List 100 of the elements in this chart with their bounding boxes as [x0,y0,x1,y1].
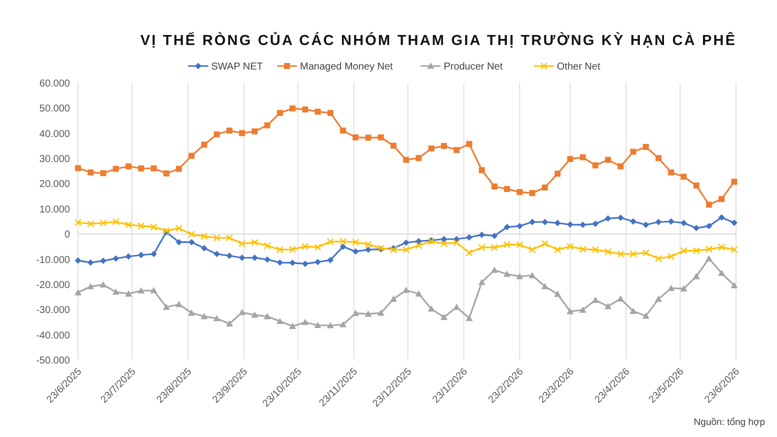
point [252,128,258,134]
point [175,224,183,232]
point [226,128,232,134]
point [314,258,321,266]
point [642,144,649,150]
point [654,254,662,262]
point [176,166,182,172]
point [617,250,624,258]
point [491,183,498,190]
y-tick-label: -40.000 [36,330,70,342]
y-tick-label: -50.000 [36,356,70,366]
point [125,253,132,260]
point [162,304,170,310]
point [352,238,360,246]
point [188,309,196,316]
point [327,110,334,116]
y-tick-label: 60.000 [39,78,70,90]
point [705,246,713,253]
point [201,142,208,148]
point [705,255,712,262]
point [226,320,233,327]
point [516,222,523,230]
point [100,170,106,176]
point [618,163,624,170]
point [654,296,662,302]
point [490,244,498,252]
point [693,182,700,188]
point [542,184,548,191]
y-tick-label: 50.000 [39,104,70,115]
point [276,259,284,266]
point [516,241,524,248]
point [592,296,599,303]
point [112,218,120,226]
point [680,285,688,292]
point [290,105,296,112]
point [680,247,688,254]
point [264,312,271,320]
point [138,252,144,258]
point [668,218,674,225]
point [150,250,157,258]
point [213,234,220,242]
point [288,246,296,254]
point [516,272,524,280]
point [642,312,650,319]
point [364,310,372,317]
point [390,142,396,149]
point [580,154,586,160]
point [491,232,498,240]
point [100,281,107,288]
point [440,142,447,149]
legend-label: Managed Money Net [300,62,394,72]
point [238,240,246,248]
point [529,190,536,196]
point [327,256,334,264]
point [504,186,510,192]
point [87,220,94,228]
point [352,310,360,316]
point [440,314,448,320]
point [630,148,636,155]
point [188,230,196,238]
point [276,110,283,116]
point [100,258,106,264]
point [655,218,662,226]
point [730,246,738,254]
point [478,232,486,238]
point [340,320,347,328]
point [124,221,132,228]
chart-title: VỊ THẾ RÒNG CỦA CÁC NHÓM THAM GIA THỊ TRƯỜNG KỲ HẠN CÀ PHÊ [140,32,737,49]
point [415,242,422,250]
point [692,272,700,280]
point [402,239,410,246]
point [314,322,322,328]
point [454,146,460,153]
point [402,286,410,294]
point [706,202,712,208]
point [100,219,107,227]
point [112,166,119,172]
point [554,290,562,297]
point [340,243,346,250]
point [642,222,650,228]
point [592,162,598,168]
point [150,223,158,231]
point [378,134,384,140]
point [175,300,182,308]
point [137,222,145,230]
point [125,163,132,170]
point [74,257,82,264]
point [466,140,472,147]
point [680,174,687,180]
point [466,249,473,256]
point [352,248,359,255]
point [579,246,586,253]
point [276,318,284,324]
point [617,295,624,302]
y-tick-label: -30.000 [36,305,70,316]
text: Nguồn: tổng hợp [694,417,765,428]
point [314,244,322,251]
point [415,290,422,297]
point [416,155,422,162]
point [668,252,675,260]
